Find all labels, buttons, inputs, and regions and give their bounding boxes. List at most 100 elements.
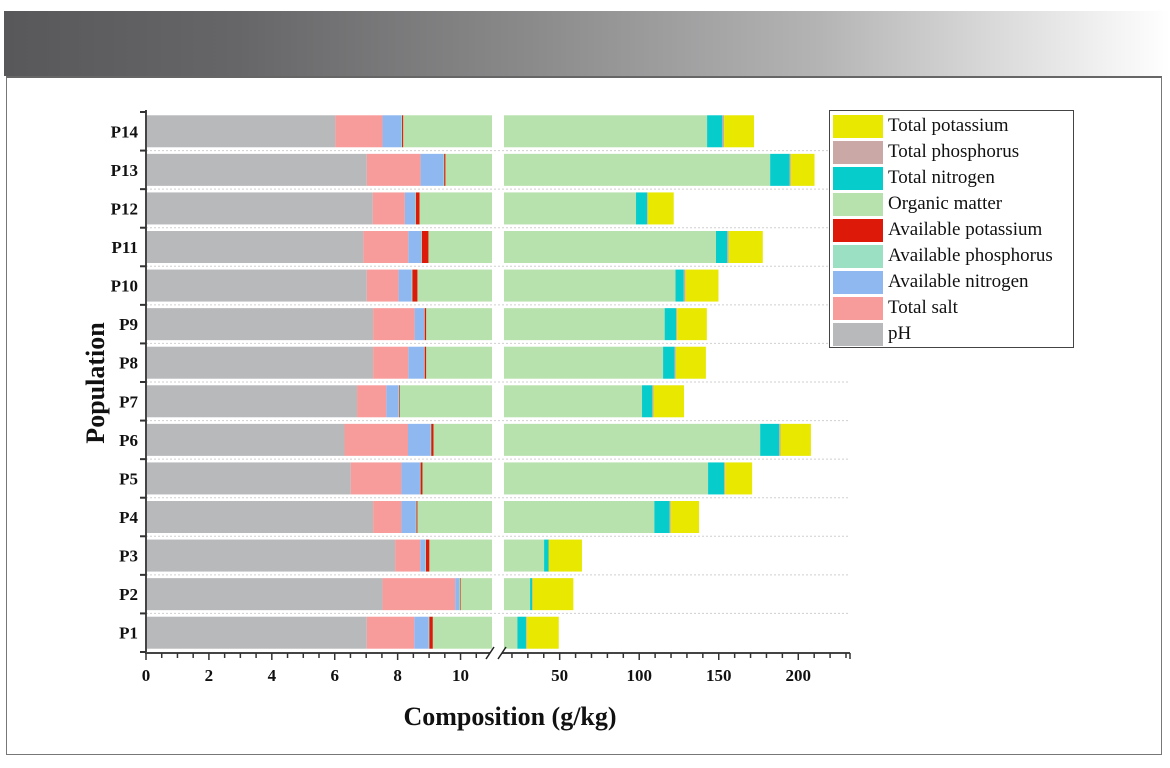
category-label: P3 [119,547,138,566]
bar-segment-P14-available-phosphorus [401,115,403,148]
axis-break-mark [485,646,495,660]
bar-segment-P12-organic-matter [419,192,492,225]
bar-segment-P2-total-potassium [532,578,574,611]
bar-segment-P6-available-nitrogen [408,423,431,456]
category-label: P5 [119,469,138,488]
bar-segment-P6-organic-matter [504,423,761,456]
bar-segment-P9-available-nitrogen [414,308,425,341]
bar-segment-P12-total-nitrogen [636,192,648,225]
bar-segment-P5-ph [146,462,351,495]
bar-segment-P1-available-nitrogen [414,616,429,649]
bar-segment-P2-organic-matter [460,578,492,611]
bar-segment-P8-total-phosphorus [674,346,676,379]
legend-label: Total salt [888,297,958,318]
bar-segment-P3-total-potassium [548,539,582,572]
bar-segment-P13-total-potassium [790,153,815,186]
bar-segment-P14-organic-matter [403,115,492,148]
legend-label: Available phosphorus [888,245,1053,266]
legend-item-total-potassium: Total potassium [833,113,1070,139]
bar-segment-P4-total-phosphorus [669,501,671,533]
bar-segment-P5-available-potassium [420,462,423,495]
bar-segment-P6-available-potassium [431,423,434,456]
legend-label: Total phosphorus [888,141,1020,162]
bar-segment-P12-available-nitrogen [404,192,416,225]
bar-segment-P5-total-nitrogen [708,462,725,495]
category-label: P14 [111,122,139,141]
bar-segment-P14-available-potassium [402,115,404,148]
bar-segment-P4-ph [146,501,374,533]
legend-swatch [833,296,883,320]
bar-segment-P11-total-nitrogen [716,231,728,263]
bar-segment-P6-available-phosphorus [430,423,432,456]
legend-item-available-phosphorus: Available phosphorus [833,243,1070,269]
legend-swatch [833,114,883,138]
bar-segment-P13-total-salt [366,153,421,186]
bar-segment-P6-total-nitrogen [760,423,780,456]
legend-swatch [833,270,883,294]
x-tick-label: 100 [626,666,652,685]
bar-segment-P7-total-nitrogen [642,385,653,418]
category-label: P9 [119,315,138,334]
bar-segment-P9-available-phosphorus [424,308,425,341]
legend-item-available-nitrogen: Available nitrogen [833,269,1070,295]
bar-segment-P10-available-phosphorus [411,269,413,302]
legend: Total potassium Total phosphorus Total n… [829,110,1074,348]
bar-segment-P7-total-potassium [653,385,685,418]
bar-segment-P1-total-salt [366,616,415,649]
legend-label: Total nitrogen [888,167,995,188]
category-label: P8 [119,354,138,373]
bar-segment-P9-organic-matter [426,308,492,341]
category-label: P11 [112,238,138,257]
bar-segment-P4-total-nitrogen [654,501,670,533]
x-tick-label: 2 [205,666,214,685]
bar-segment-P8-total-salt [373,346,409,379]
bar-segment-P14-organic-matter [504,115,708,148]
axis-break-mark [497,646,507,660]
bar-segment-P3-total-nitrogen [544,539,549,572]
x-tick-label: 4 [268,666,277,685]
bar-segment-P13-organic-matter [504,153,771,186]
x-tick-label: 8 [393,666,402,685]
bar-segment-P13-total-phosphorus [789,153,791,186]
x-tick-label: 50 [551,666,568,685]
legend-item-total-salt: Total salt [833,295,1070,321]
bar-segment-P4-organic-matter [504,501,655,533]
bar-segment-P2-ph [146,578,383,611]
bar-segment-P9-ph [146,308,374,341]
category-label: P7 [119,392,138,411]
bar-segment-P13-total-nitrogen [770,153,790,186]
legend-label: pH [888,323,912,344]
x-tick-label: 10 [452,666,469,685]
bar-segment-P6-ph [146,423,345,456]
bar-segment-P9-total-phosphorus [676,308,678,341]
bar-segment-P12-ph [146,192,373,225]
bar-segment-P12-available-phosphorus [415,192,417,225]
bar-segment-P14-available-nitrogen [382,115,402,148]
bar-segment-P7-total-salt [357,385,387,418]
bar-segment-P13-ph [146,153,367,186]
category-label: P4 [119,508,138,527]
bar-segment-P7-organic-matter [399,385,492,418]
bar-segment-P1-available-potassium [429,616,433,649]
bar-segment-P13-organic-matter [445,153,492,186]
bar-segment-P3-available-phosphorus [425,539,427,572]
x-tick-labels: 0 2 4 6 8 10 50 100 150 200 [142,666,811,685]
legend-item-organic-matter: Organic matter [833,191,1070,217]
bar-segment-P3-organic-matter [504,539,545,572]
bar-segment-P11-total-potassium [728,231,763,263]
legend-swatch [833,322,883,346]
bar-segment-P8-organic-matter [426,346,492,379]
bar-segment-P10-total-nitrogen [675,269,684,302]
bar-segment-P8-available-nitrogen [408,346,425,379]
bar-segment-P9-organic-matter [504,308,665,341]
bar-segment-P1-ph [146,616,367,649]
bar-segment-P7-organic-matter [504,385,643,418]
legend-item-total-nitrogen: Total nitrogen [833,165,1070,191]
legend-label: Organic matter [888,193,1003,214]
bar-segment-P10-organic-matter [504,269,676,302]
bar-segment-P5-total-salt [350,462,402,495]
bar-segment-P8-available-phosphorus [424,346,425,379]
bar-segment-P2-available-potassium [459,578,461,611]
bar-segment-P10-total-salt [366,269,399,302]
header-band [4,11,1170,76]
